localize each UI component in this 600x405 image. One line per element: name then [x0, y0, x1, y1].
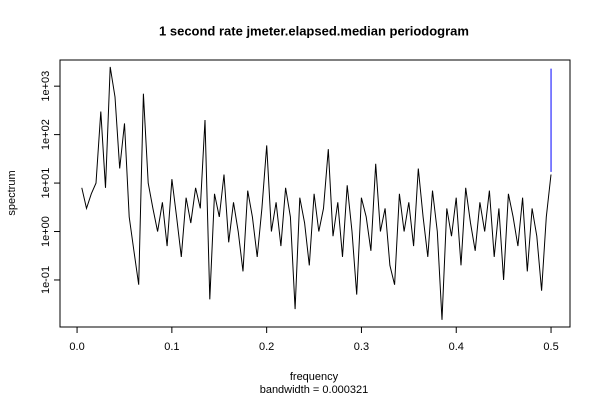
y-tick-label: 1e+02	[40, 119, 52, 150]
x-axis-label: frequency	[290, 371, 339, 383]
y-tick-label: 1e+03	[40, 71, 52, 102]
x-tick-label: 0.3	[354, 341, 369, 353]
plot-frame	[59, 59, 571, 328]
y-tick-label: 1e+01	[40, 168, 52, 199]
x-tick-label: 0.4	[449, 341, 464, 353]
x-tick-label: 0.2	[259, 341, 274, 353]
x-tick-label: 0.5	[543, 341, 558, 353]
x-tick-label: 0.1	[164, 341, 179, 353]
spectrum-line	[81, 66, 552, 320]
chart-title: 1 second rate jmeter.elapsed.median peri…	[159, 23, 469, 38]
y-tick-label: 1e+00	[40, 216, 52, 247]
y-axis-label: spectrum	[6, 170, 18, 215]
subtitle: bandwidth = 0.000321	[260, 384, 369, 396]
x-tick-label: 0.0	[69, 341, 84, 353]
y-tick-label: 1e-01	[40, 266, 52, 294]
